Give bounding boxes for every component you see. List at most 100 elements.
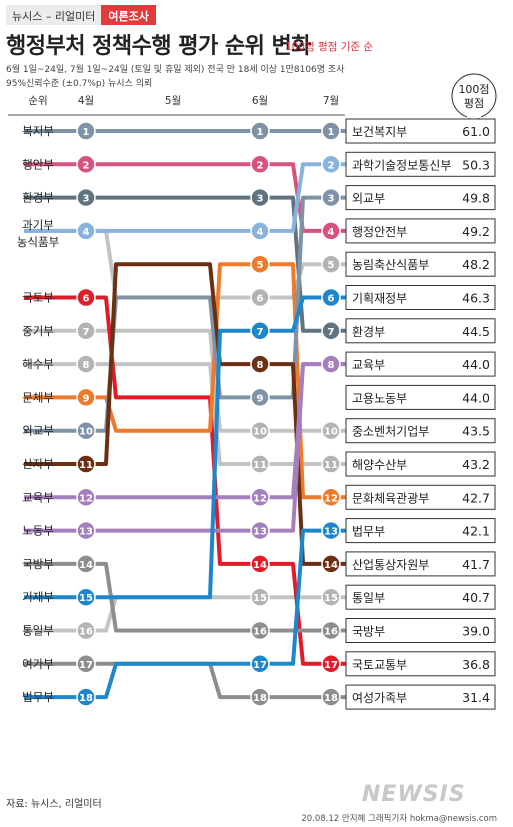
- ministry-label: 여가부: [22, 657, 54, 671]
- ranking-ministry-name: 환경부: [352, 325, 385, 339]
- ranking-score: 36.8: [462, 657, 490, 672]
- ranking-score: 49.2: [462, 224, 490, 239]
- april-rank-number: 13: [79, 527, 93, 538]
- july-ranking: 1 보건복지부 61.0 2 과학기술정보통신부 50.3 3 외교부 49.8 4 행정안전부 49…: [321, 118, 496, 710]
- july-rank-circle: [321, 420, 341, 441]
- june-rank-number: 18: [253, 693, 267, 704]
- month-label: 4월: [78, 95, 94, 107]
- series-line: [24, 195, 351, 433]
- april-rank-circle: [76, 487, 96, 508]
- april-rank-circle: [76, 287, 96, 308]
- ministry-label: 외교부: [22, 424, 54, 438]
- ranking-box: [345, 251, 496, 277]
- april-rank-circle: [76, 354, 96, 374]
- score-header-line1: 100점: [458, 83, 489, 96]
- april-rank-circle: [76, 321, 96, 341]
- july-rank-number: 18: [324, 693, 338, 704]
- ranking-score: 44.5: [462, 324, 490, 339]
- survey-note-line1: 6월 1일~24일, 7월 1일~24일 (토일 및 휴일 제외) 전국 만 1…: [6, 65, 345, 75]
- july-rank-circle: [321, 254, 341, 274]
- chart-subtitle: 100점 평점 기준 순: [285, 41, 374, 53]
- series-line: [24, 362, 351, 533]
- ranking-box: [345, 185, 496, 211]
- june-rank-circle: [250, 221, 270, 241]
- april-ministry-labels: 복지부행안부환경부과기부농식품부국토부중기부해수부문체부외교부산자부교육부노동부…: [17, 124, 59, 704]
- april-rank-circle: [76, 221, 96, 241]
- july-rank-circle: [321, 321, 341, 341]
- newsis-watermark: NEWSIS: [362, 782, 466, 807]
- series-line: [24, 295, 351, 600]
- credit-note: 20.08.12 안지혜 그래픽기자 hokma@newsis.com: [301, 814, 497, 824]
- ministry-label: 환경부: [22, 191, 54, 205]
- june-rank-circle: [250, 420, 270, 441]
- july-rank-circle: [321, 221, 341, 241]
- june-rank-number: 2: [257, 160, 264, 171]
- april-rank-number: 14: [79, 560, 93, 571]
- july-rank-circle: [321, 587, 341, 607]
- ministry-label: 교육부: [22, 490, 54, 504]
- june-rank-circle: [250, 154, 270, 175]
- series-line: [24, 595, 351, 633]
- april-rank-circle: [76, 520, 96, 541]
- ministry-label: 노동부: [22, 524, 54, 538]
- ranking-box: [345, 151, 496, 177]
- ministry-label: 과기부: [22, 218, 54, 232]
- ministry-label: 복지부: [22, 124, 54, 138]
- july-rank-circle: [321, 687, 341, 707]
- ranking-score: 39.0: [462, 624, 490, 639]
- july-rank-circle: [321, 654, 341, 674]
- ranking-box: [345, 684, 496, 710]
- april-rank-number: 16: [79, 627, 93, 638]
- june-rank-number: 12: [253, 493, 267, 504]
- score-header-badge: [451, 73, 497, 119]
- ranking-box: [345, 384, 496, 410]
- ranking-box: [345, 218, 496, 244]
- ministry-label: 국토부: [22, 291, 54, 305]
- july-rank-number: 8: [328, 360, 335, 371]
- july-rank-circle: [321, 287, 341, 308]
- july-rank-circle: [321, 454, 341, 474]
- ranking-score: 48.2: [462, 257, 490, 272]
- june-rank-number: 10: [253, 427, 267, 438]
- april-rank-number: 15: [79, 593, 93, 604]
- ministry-label: 국방부: [22, 557, 54, 571]
- june-rank-number: 14: [253, 560, 267, 571]
- june-rank-number: 11: [253, 460, 267, 471]
- june-rank-number: 4: [257, 227, 264, 238]
- ranking-ministry-name: 문화체육관광부: [352, 491, 429, 505]
- ranking-ministry-name: 통일부: [352, 591, 385, 605]
- july-rank-number: 13: [324, 527, 338, 538]
- june-rank-circle: [250, 187, 270, 208]
- july-rank-number: 4: [328, 227, 335, 238]
- april-rank-number: 8: [83, 360, 90, 371]
- source-tag: 뉴시스 – 리얼미터: [6, 5, 102, 25]
- june-rank-circle: [250, 287, 270, 308]
- june-rank-circle: [250, 454, 270, 474]
- july-rank-number: 2: [328, 160, 335, 171]
- april-rank-circle: [76, 387, 96, 408]
- month-label: 6월: [252, 95, 268, 107]
- july-rank-circle: [321, 487, 341, 508]
- header-tags: 뉴시스 – 리얼미터 여론조사: [6, 5, 156, 25]
- survey-note-line2: 95%신뢰수준 (±0.7%p) 뉴시스 의뢰: [6, 79, 153, 89]
- ministry-label: 기재부: [22, 590, 54, 604]
- april-rank-number: 7: [83, 327, 90, 338]
- july-rank-number: 16: [324, 627, 338, 638]
- june-rank-number: 9: [257, 393, 264, 404]
- ranking-box: [345, 351, 496, 377]
- chart-title: 행정부처 정책수행 평가 순위 변화: [6, 34, 312, 59]
- july-rank-circle: [321, 354, 341, 374]
- june-rank-circle: [250, 687, 270, 707]
- ranking-box: [345, 484, 496, 510]
- july-rank-number: 15: [324, 593, 338, 604]
- series-line: [24, 162, 351, 233]
- ministry-label: 농식품부: [17, 235, 59, 249]
- june-rank-number: 6: [257, 294, 264, 305]
- april-rank-number: 2: [83, 160, 90, 171]
- series-line: [24, 661, 351, 700]
- score-header-line2: 평점: [464, 97, 484, 110]
- june-rank-number: 1: [257, 127, 264, 138]
- ministry-label: 문체부: [22, 390, 54, 404]
